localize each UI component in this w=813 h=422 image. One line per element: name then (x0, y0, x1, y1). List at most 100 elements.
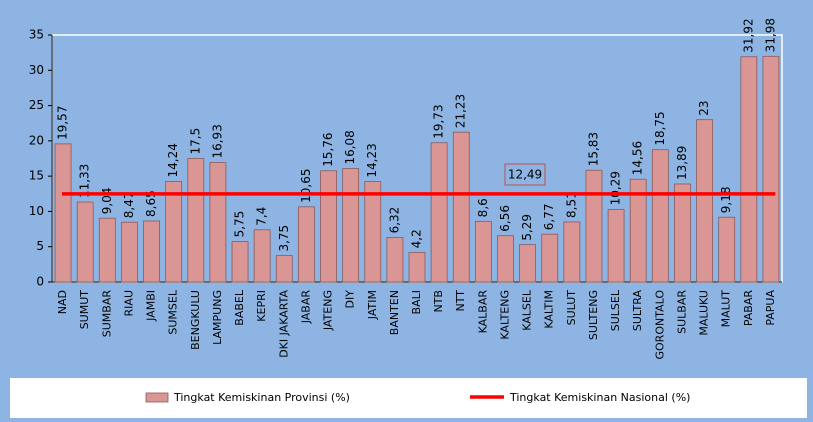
x-tick-label: NTT (454, 290, 467, 312)
data-label: 10,29 (609, 171, 623, 205)
bar (98, 217, 116, 283)
bar (762, 55, 780, 283)
bar (541, 233, 559, 283)
bar (165, 181, 183, 283)
data-label: 15,83 (586, 132, 600, 166)
y-tick-label: 0 (36, 275, 44, 289)
bar (452, 131, 470, 283)
x-tick-label: RIAU (122, 290, 135, 316)
data-label: 9,18 (719, 186, 733, 213)
bar (231, 241, 249, 283)
data-label: 4,2 (410, 229, 424, 248)
data-label: 14,24 (166, 143, 180, 177)
data-label: 16,08 (343, 130, 357, 164)
data-label: 11,33 (78, 164, 92, 198)
bar (651, 149, 669, 283)
x-tick-label: GORONTALO (653, 290, 666, 360)
x-tick-label: LAMPUNG (211, 290, 224, 345)
x-tick-label: SULBAR (675, 290, 688, 334)
x-tick-label: DIY (344, 290, 357, 309)
x-tick-label: NTB (432, 290, 445, 313)
x-tick-label: DKI JAKARTA (277, 290, 290, 358)
legend-swatch (145, 392, 169, 403)
data-label: 8,47 (122, 192, 136, 219)
y-tick-label: 35 (29, 28, 44, 42)
bar (297, 206, 315, 283)
bar (187, 158, 205, 283)
data-label: 13,89 (675, 146, 689, 180)
bar (674, 183, 691, 283)
y-tick-label: 15 (29, 169, 44, 183)
x-tick-label: KALTENG (498, 290, 511, 340)
data-label: 21,23 (454, 94, 468, 128)
x-tick-label: SULTENG (587, 290, 600, 340)
bar (474, 220, 492, 283)
x-tick-label: JATENG (322, 290, 335, 331)
data-label: 10,65 (299, 168, 313, 202)
x-tick-label: BANTEN (388, 290, 401, 335)
data-label: 15,76 (321, 132, 335, 166)
data-label: 14,56 (631, 141, 645, 175)
data-label: 8,65 (144, 190, 158, 217)
x-tick-label: PAPUA (764, 290, 777, 326)
data-label: 8,6 (476, 198, 490, 217)
bar (386, 236, 404, 283)
bar (121, 221, 138, 283)
data-label: 17,5 (188, 128, 202, 155)
bar (209, 162, 227, 283)
x-tick-label: SULTRA (631, 290, 644, 332)
legend-box (10, 378, 807, 418)
y-tick-label: 25 (29, 98, 44, 112)
data-label: 19,57 (56, 106, 70, 140)
data-label: 16,93 (210, 124, 224, 158)
bar (76, 201, 94, 283)
bar (718, 216, 736, 283)
x-tick-label: BALI (410, 290, 423, 314)
x-tick-label: KALBAR (476, 290, 489, 334)
y-tick-label: 30 (29, 63, 44, 77)
reference-label: 12,49 (508, 168, 542, 182)
bar (54, 143, 72, 283)
bar (275, 255, 293, 283)
data-label: 6,32 (387, 207, 401, 234)
y-tick-label: 10 (29, 204, 44, 218)
bar (563, 221, 581, 283)
bar (629, 178, 647, 283)
bar (342, 168, 360, 283)
data-label: 14,23 (365, 143, 379, 177)
x-tick-label: JABAR (299, 290, 312, 325)
x-tick-label: PABAR (742, 290, 755, 327)
bar (364, 181, 382, 283)
y-tick-label: 20 (29, 133, 44, 147)
x-tick-label: JAMBI (145, 290, 158, 322)
x-tick-label: SULSEL (609, 289, 622, 331)
data-label: 6,56 (498, 205, 512, 232)
x-tick-label: BENGKULU (189, 290, 202, 350)
bar (740, 56, 758, 283)
data-label: 6,77 (542, 204, 556, 231)
data-label: 31,92 (741, 18, 755, 52)
x-tick-label: SUMBAR (100, 290, 113, 338)
data-label: 7,4 (255, 207, 269, 226)
bar (497, 235, 514, 283)
data-label: 23 (697, 100, 711, 115)
x-tick-label: SULUT (565, 290, 578, 326)
legend-label: Tingkat Kemiskinan Provinsi (%) (173, 391, 350, 404)
x-tick-label: NAD (56, 290, 69, 314)
x-tick-label: MALUT (720, 290, 733, 328)
legend-label: Tingkat Kemiskinan Nasional (%) (509, 391, 690, 404)
bar (696, 119, 713, 283)
x-tick-label: KALSEL (521, 289, 534, 331)
data-label: 19,73 (432, 104, 446, 138)
y-tick-label: 5 (36, 239, 44, 253)
x-tick-label: KALTIM (543, 290, 556, 329)
x-tick-label: SUMSEL (167, 289, 180, 334)
x-tick-label: SUMUT (78, 290, 91, 330)
bar (320, 170, 337, 283)
bar (519, 244, 537, 283)
x-tick-label: JATIM (366, 290, 379, 320)
bar (253, 229, 271, 283)
x-tick-label: BABEL (233, 289, 246, 326)
data-label: 18,75 (653, 111, 667, 145)
